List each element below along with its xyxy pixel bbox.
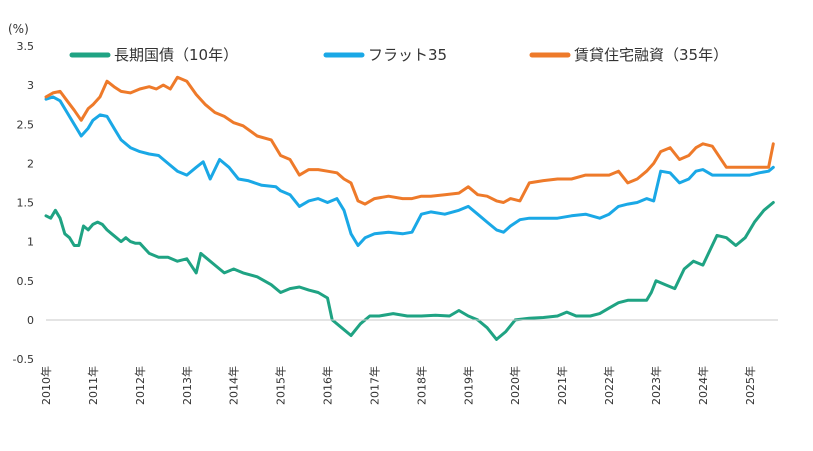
legend-label-2: 賃貸住宅融資（35年） xyxy=(574,46,728,64)
series-layer xyxy=(44,75,775,341)
legend: 長期国債（10年） フラット35 賃貸住宅融資（35年） xyxy=(69,46,728,64)
y-tick-label: 1.5 xyxy=(17,197,35,210)
x-tick-label: 2021年 xyxy=(555,366,569,405)
x-tick-label: 2020年 xyxy=(508,366,522,405)
series-line-0 xyxy=(44,201,775,341)
y-tick-label: 2.5 xyxy=(17,118,35,131)
x-axis: 2010年 2011年 2012年 2013年 2014年 2015年 2016年 2017年… xyxy=(39,366,757,405)
x-tick-label: 2025年 xyxy=(743,366,757,405)
unit-label: (%) xyxy=(8,22,29,36)
x-tick-label: 2022年 xyxy=(602,366,616,405)
y-tick-label: 0.5 xyxy=(17,275,35,288)
x-tick-label: 2015年 xyxy=(274,366,288,405)
y-tick-label: 2 xyxy=(27,157,34,170)
x-tick-label: 2013年 xyxy=(180,366,194,405)
y-tick-label: 3.5 xyxy=(17,40,35,53)
y-tick-label: 3 xyxy=(27,79,34,92)
x-tick-label: 2023年 xyxy=(649,366,663,405)
x-tick-label: 2017年 xyxy=(367,366,381,405)
legend-label-1: フラット35 xyxy=(368,46,447,64)
y-tick-label: 1 xyxy=(27,236,34,249)
x-tick-label: 2014年 xyxy=(227,366,241,405)
y-axis: 3.5 3 2.5 2 1.5 1 0.5 0 -0.5 xyxy=(13,40,34,366)
series-line-1 xyxy=(44,95,775,247)
x-tick-label: 2016年 xyxy=(321,366,335,405)
x-tick-label: 2012年 xyxy=(133,366,147,405)
legend-label-0: 長期国債（10年） xyxy=(114,46,238,64)
y-tick-label: -0.5 xyxy=(13,353,34,366)
x-tick-label: 2019年 xyxy=(461,366,475,405)
x-tick-label: 2018年 xyxy=(414,366,428,405)
x-tick-label: 2011年 xyxy=(86,366,100,405)
y-tick-label: 0 xyxy=(27,314,34,327)
series-line-2 xyxy=(44,75,775,206)
x-tick-label: 2010年 xyxy=(39,366,53,405)
x-tick-label: 2024年 xyxy=(696,366,710,405)
